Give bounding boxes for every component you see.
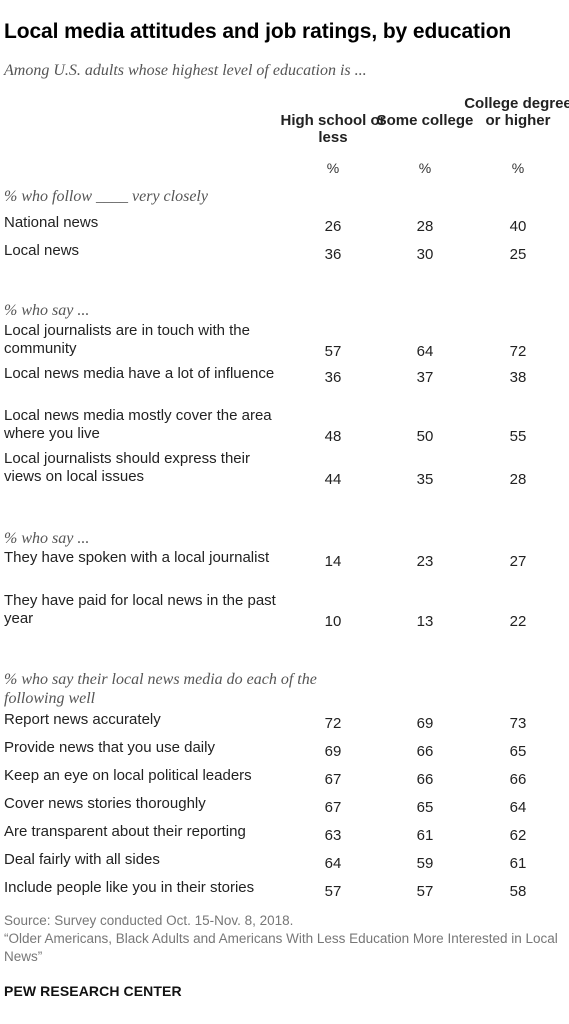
value-cell: 57 [416,883,434,900]
value-cell: 69 [416,715,434,732]
percent-unit-label: % [511,160,525,176]
value-cell: 10 [324,613,342,630]
value-cell: 28 [509,471,527,488]
source-line: Source: Survey conducted Oct. 15-Nov. 8,… [4,913,294,928]
value-cell: 67 [324,799,342,816]
chart-subtitle: Among U.S. adults whose highest level of… [4,62,367,79]
value-cell: 26 [324,218,342,235]
source-note: Source: Survey conducted Oct. 15-Nov. 8,… [4,912,566,966]
value-cell: 64 [416,343,434,360]
value-cell: 48 [324,428,342,445]
column-header: Some college [376,112,474,129]
value-cell: 66 [509,771,527,788]
value-cell: 63 [324,827,342,844]
value-cell: 28 [416,218,434,235]
row-label: Include people like you in their stories [4,879,255,896]
section-label: % who say ... [4,530,90,547]
organization-logo-text: PEW RESEARCH CENTER [4,983,182,999]
value-cell: 13 [416,613,434,630]
value-cell: 36 [324,246,342,263]
row-label: They have paid for local news in the pas… [4,592,276,627]
value-cell: 23 [416,553,434,570]
row-label: Local news [4,242,80,259]
column-header: College degree or higher [464,95,569,129]
value-cell: 30 [416,246,434,263]
value-cell: 14 [324,553,342,570]
value-cell: 66 [416,771,434,788]
row-label: Deal fairly with all sides [4,851,160,868]
value-cell: 73 [509,715,527,732]
value-cell: 66 [416,743,434,760]
chart-title: Local media attitudes and job ratings, b… [4,20,512,43]
row-label: Provide news that you use daily [4,739,215,756]
row-label: Are transparent about their reporting [4,823,246,840]
value-cell: 67 [324,771,342,788]
row-label: Local news media mostly cover the area w… [4,407,272,442]
percent-unit-label: % [418,160,432,176]
value-cell: 55 [509,428,527,445]
row-label: Local journalists should express their v… [4,450,250,485]
row-label: Cover news stories thoroughly [4,795,206,812]
value-cell: 65 [416,799,434,816]
value-cell: 36 [324,369,342,386]
percent-unit-label: % [326,160,340,176]
value-cell: 37 [416,369,434,386]
value-cell: 38 [509,369,527,386]
value-cell: 59 [416,855,434,872]
value-cell: 57 [324,883,342,900]
row-label: They have spoken with a local journalist [4,549,270,566]
value-cell: 27 [509,553,527,570]
row-label: Local journalists are in touch with the … [4,322,250,357]
value-cell: 44 [324,471,342,488]
section-label: % who say ... [4,302,90,319]
report-title: “Older Americans, Black Adults and Ameri… [4,931,558,964]
row-label: National news [4,214,99,231]
value-cell: 57 [324,343,342,360]
value-cell: 62 [509,827,527,844]
value-cell: 50 [416,428,434,445]
row-label: Report news accurately [4,711,161,728]
row-label: Keep an eye on local political leaders [4,767,252,784]
value-cell: 61 [416,827,434,844]
value-cell: 64 [509,799,527,816]
value-cell: 35 [416,471,434,488]
row-label: Local news media have a lot of influence [4,365,275,382]
value-cell: 40 [509,218,527,235]
section-label: % who follow ____ very closely [4,188,208,205]
value-cell: 61 [509,855,527,872]
column-header: High school or less [280,112,386,146]
value-cell: 25 [509,246,527,263]
value-cell: 69 [324,743,342,760]
value-cell: 65 [509,743,527,760]
section-label: % who say their local news media do each… [4,671,317,707]
value-cell: 58 [509,883,527,900]
value-cell: 72 [509,343,527,360]
value-cell: 72 [324,715,342,732]
value-cell: 64 [324,855,342,872]
value-cell: 22 [509,613,527,630]
